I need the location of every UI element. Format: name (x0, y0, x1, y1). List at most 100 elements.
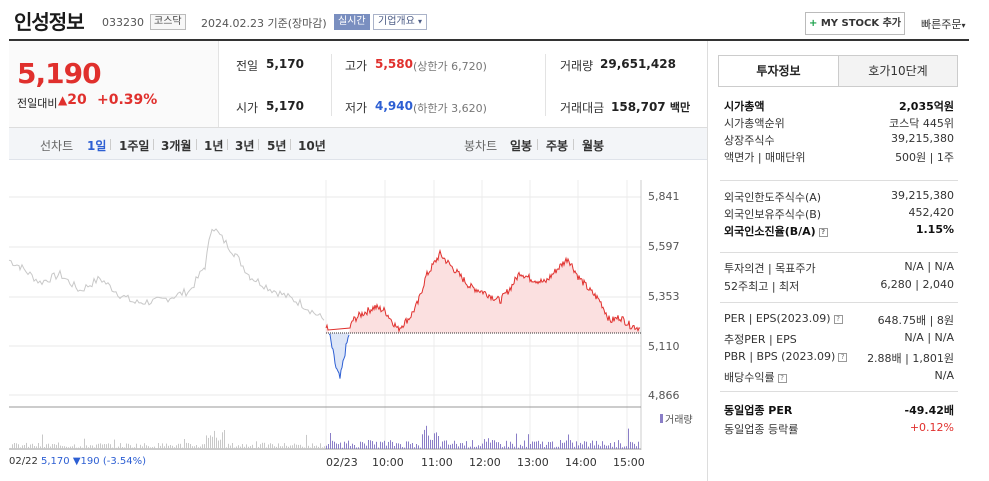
volume-bar (454, 440, 455, 449)
panel-divider (720, 252, 958, 253)
volume-bar (248, 446, 249, 449)
chevron-down-icon: ▾ (418, 17, 423, 26)
volume-bar (516, 433, 517, 449)
volume-bar (306, 434, 307, 449)
info-row: 시가총액 2,035억원 (724, 98, 954, 113)
volume-bar (452, 443, 453, 449)
volume-bar (566, 440, 567, 449)
period-1d[interactable]: 1일 (87, 139, 107, 153)
help-icon[interactable]: ? (818, 228, 828, 237)
period-10y[interactable]: 10년 (298, 139, 326, 153)
volume-bar (596, 440, 597, 449)
my-stock-add-button[interactable]: + MY STOCK 추가 (805, 12, 905, 35)
info-value: 39,215,380 (891, 189, 954, 202)
info-label: 외국인소진율(B/A)? (724, 223, 828, 239)
volume-bar (598, 444, 599, 449)
volume-bar (80, 446, 81, 449)
volume-bar (462, 443, 463, 449)
volume-bar (86, 445, 87, 449)
volume-bar (360, 441, 361, 449)
volume-bar (142, 446, 143, 449)
volume-bar (458, 446, 459, 449)
quick-order-dropdown[interactable]: 빠른주문▾ (921, 16, 966, 32)
volume-bar (174, 447, 175, 449)
volume-bar (508, 446, 509, 449)
volume-bar (56, 444, 57, 449)
volume-bar (402, 447, 403, 449)
volume-bar (24, 445, 25, 449)
open-label: 시가 (236, 101, 259, 115)
volume-bar (40, 446, 41, 449)
high-label: 고가 (345, 59, 368, 73)
volume-bar (526, 446, 527, 449)
prev-info-date: 02/22 (9, 456, 38, 467)
candle-weekly[interactable]: 주봉 (546, 139, 569, 153)
volume-bar (396, 443, 397, 449)
prev-day-line (8, 228, 325, 321)
info-label: 추정PER | EPS (724, 333, 797, 346)
volume-bar (272, 444, 273, 449)
volume-bar (210, 435, 211, 449)
y-tick: 5,110 (648, 340, 680, 353)
volume-bar (194, 446, 195, 449)
realtime-button[interactable]: 실시간 (334, 14, 370, 30)
volume-bar (448, 444, 449, 449)
volume-bar (570, 440, 571, 449)
volume-bar (130, 445, 131, 449)
volume-bar (586, 441, 587, 449)
volume-bar (90, 445, 91, 449)
volume-bar (344, 441, 345, 449)
volume-bar (118, 446, 119, 449)
change-percent: +0.39% (97, 92, 158, 108)
info-value: 500원 | 1주 (895, 151, 954, 164)
volume-bar (22, 445, 23, 449)
chevron-down-icon: ▾ (961, 21, 966, 30)
panel-divider (720, 391, 958, 392)
volume-bar (286, 445, 287, 449)
volume-bar (328, 444, 329, 449)
volume-bar (536, 441, 537, 449)
period-1y[interactable]: 1년 (204, 139, 224, 153)
volume-bar (518, 447, 519, 449)
open-value: 5,170 (266, 99, 304, 113)
tab-invest-info[interactable]: 투자정보 (718, 55, 839, 87)
period-3m[interactable]: 3개월 (161, 139, 192, 153)
volume-bar (260, 444, 261, 449)
volume-bar (412, 443, 413, 449)
x-tick: 14:00 (565, 456, 597, 469)
prev-value: 5,170 (266, 57, 304, 71)
company-info-dropdown[interactable]: 기업개요 ▾ (373, 14, 428, 30)
change-value: ▲20 (58, 92, 87, 108)
volume-bar (338, 444, 339, 449)
amount-number: 158,707 (611, 100, 666, 114)
info-label: 시가총액 (724, 100, 765, 113)
period-5y[interactable]: 5년 (267, 139, 287, 153)
volume-bar (386, 445, 387, 449)
volume-bar (372, 441, 373, 449)
info-label: 액면가 | 매매단위 (724, 151, 806, 164)
volume-bar (626, 446, 627, 449)
help-icon[interactable]: ? (838, 353, 848, 362)
tab-orderbook[interactable]: 호가10단계 (838, 55, 958, 87)
current-price: 5,190 (17, 57, 102, 90)
candle-daily[interactable]: 일봉 (510, 139, 533, 153)
high-value: 5,580 (375, 57, 413, 71)
volume-bar (456, 443, 457, 449)
info-value: N/A | N/A (904, 260, 954, 273)
volume-bar (600, 446, 601, 449)
volume-bar (476, 446, 477, 449)
info-label: PBR | BPS (2023.09)? (724, 350, 848, 363)
volume-bar (430, 439, 431, 449)
volume-bar (354, 445, 355, 449)
help-icon[interactable]: ? (777, 374, 787, 383)
volume-bar (218, 440, 219, 449)
volume-bar (356, 447, 357, 449)
help-icon[interactable]: ? (833, 315, 843, 324)
candle-monthly[interactable]: 월봉 (582, 139, 605, 153)
volume-bar (50, 446, 51, 449)
volume-bar (492, 440, 493, 449)
period-3y[interactable]: 3년 (235, 139, 255, 153)
period-1w[interactable]: 1주일 (119, 139, 150, 153)
volume-bar (14, 443, 15, 449)
